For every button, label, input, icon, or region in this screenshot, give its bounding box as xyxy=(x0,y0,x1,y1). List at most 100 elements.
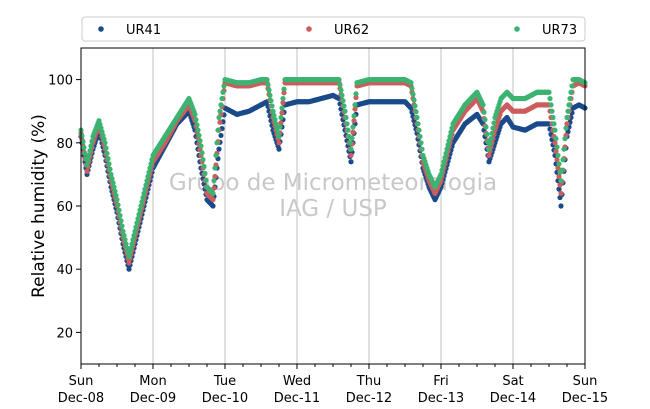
data-point xyxy=(81,144,87,151)
data-point xyxy=(276,140,282,146)
data-point xyxy=(411,97,417,103)
data-point xyxy=(416,127,422,133)
data-point xyxy=(79,133,85,139)
data-point xyxy=(550,114,556,121)
data-point xyxy=(412,103,418,109)
data-point xyxy=(484,131,490,137)
legend: UR41 UR62 UR73 xyxy=(81,16,586,42)
data-point xyxy=(336,77,342,83)
data-point xyxy=(110,180,116,186)
data-point xyxy=(210,190,216,196)
data-point xyxy=(269,103,275,109)
data-point xyxy=(88,143,94,149)
x-tick-date: Dec-14 xyxy=(490,391,536,406)
data-point xyxy=(271,112,277,119)
y-tick-label: 20 xyxy=(56,326,73,341)
data-point xyxy=(267,92,273,98)
data-point xyxy=(559,167,565,173)
data-point xyxy=(134,220,140,226)
data-point xyxy=(122,237,128,243)
data-point xyxy=(115,202,121,208)
data-point xyxy=(131,232,137,239)
data-point xyxy=(197,138,203,144)
data-point xyxy=(144,178,150,184)
data-point xyxy=(200,157,206,163)
data-point xyxy=(439,167,445,173)
data-point xyxy=(565,108,571,114)
data-point xyxy=(219,95,225,102)
data-point xyxy=(558,190,564,196)
data-point xyxy=(483,124,489,130)
data-point xyxy=(273,121,279,127)
data-point xyxy=(555,165,561,171)
data-point xyxy=(277,124,283,130)
data-point xyxy=(194,122,200,128)
x-tick-day: Sun xyxy=(69,374,94,389)
data-point xyxy=(82,150,88,156)
data-point xyxy=(196,132,202,139)
data-point xyxy=(279,105,285,111)
data-point xyxy=(350,124,356,130)
y-axis-title: Relative humidity (%) xyxy=(29,114,49,298)
data-point xyxy=(124,245,130,251)
data-point xyxy=(86,152,92,159)
data-point xyxy=(217,108,223,114)
data-point xyxy=(414,114,420,121)
data-point xyxy=(141,190,147,196)
watermark-line-2: IAG / USP xyxy=(279,196,387,222)
data-point xyxy=(216,114,222,121)
data-point xyxy=(343,114,349,121)
data-point xyxy=(128,245,134,251)
data-point xyxy=(220,89,226,95)
data-point xyxy=(449,125,455,131)
data-point xyxy=(146,169,152,175)
data-point xyxy=(276,146,282,152)
data-point xyxy=(560,157,566,163)
data-point xyxy=(120,228,126,234)
data-point xyxy=(486,146,492,152)
data-point xyxy=(480,102,486,108)
data-point xyxy=(103,145,109,151)
x-tick-date: Dec-13 xyxy=(418,391,464,406)
data-point xyxy=(341,103,347,109)
x-tick-day: Sat xyxy=(502,374,523,389)
data-point xyxy=(215,127,221,133)
x-tick-date: Dec-10 xyxy=(202,391,248,406)
data-point xyxy=(221,83,227,89)
legend-label-ur62: UR62 xyxy=(334,23,369,38)
legend-marker-ur62 xyxy=(306,26,312,32)
data-point xyxy=(438,171,444,177)
data-point xyxy=(105,156,111,162)
data-point xyxy=(211,178,217,184)
legend-marker-ur73 xyxy=(514,26,520,32)
data-point xyxy=(413,109,419,115)
data-point xyxy=(121,232,127,239)
data-point xyxy=(418,140,424,146)
data-point xyxy=(554,157,560,163)
data-points xyxy=(78,77,588,272)
data-point xyxy=(111,184,117,190)
data-point xyxy=(491,120,497,126)
data-point xyxy=(408,80,414,86)
data-point xyxy=(280,100,286,106)
data-point xyxy=(265,82,271,88)
data-point xyxy=(126,260,132,266)
data-point xyxy=(195,127,201,133)
data-point xyxy=(556,173,562,180)
data-point xyxy=(212,165,218,171)
data-point xyxy=(567,95,573,102)
data-point xyxy=(139,199,145,205)
data-point xyxy=(342,108,348,114)
data-point xyxy=(129,241,135,247)
data-point xyxy=(344,121,350,127)
data-point xyxy=(547,95,553,102)
x-tick-day: Wed xyxy=(283,374,311,389)
data-point xyxy=(352,106,358,112)
data-point xyxy=(345,127,351,133)
data-point xyxy=(148,161,154,167)
data-point xyxy=(218,132,224,139)
data-point xyxy=(130,237,136,243)
data-point xyxy=(340,98,346,104)
x-tick-date: Dec-12 xyxy=(346,391,392,406)
data-point xyxy=(447,133,453,140)
